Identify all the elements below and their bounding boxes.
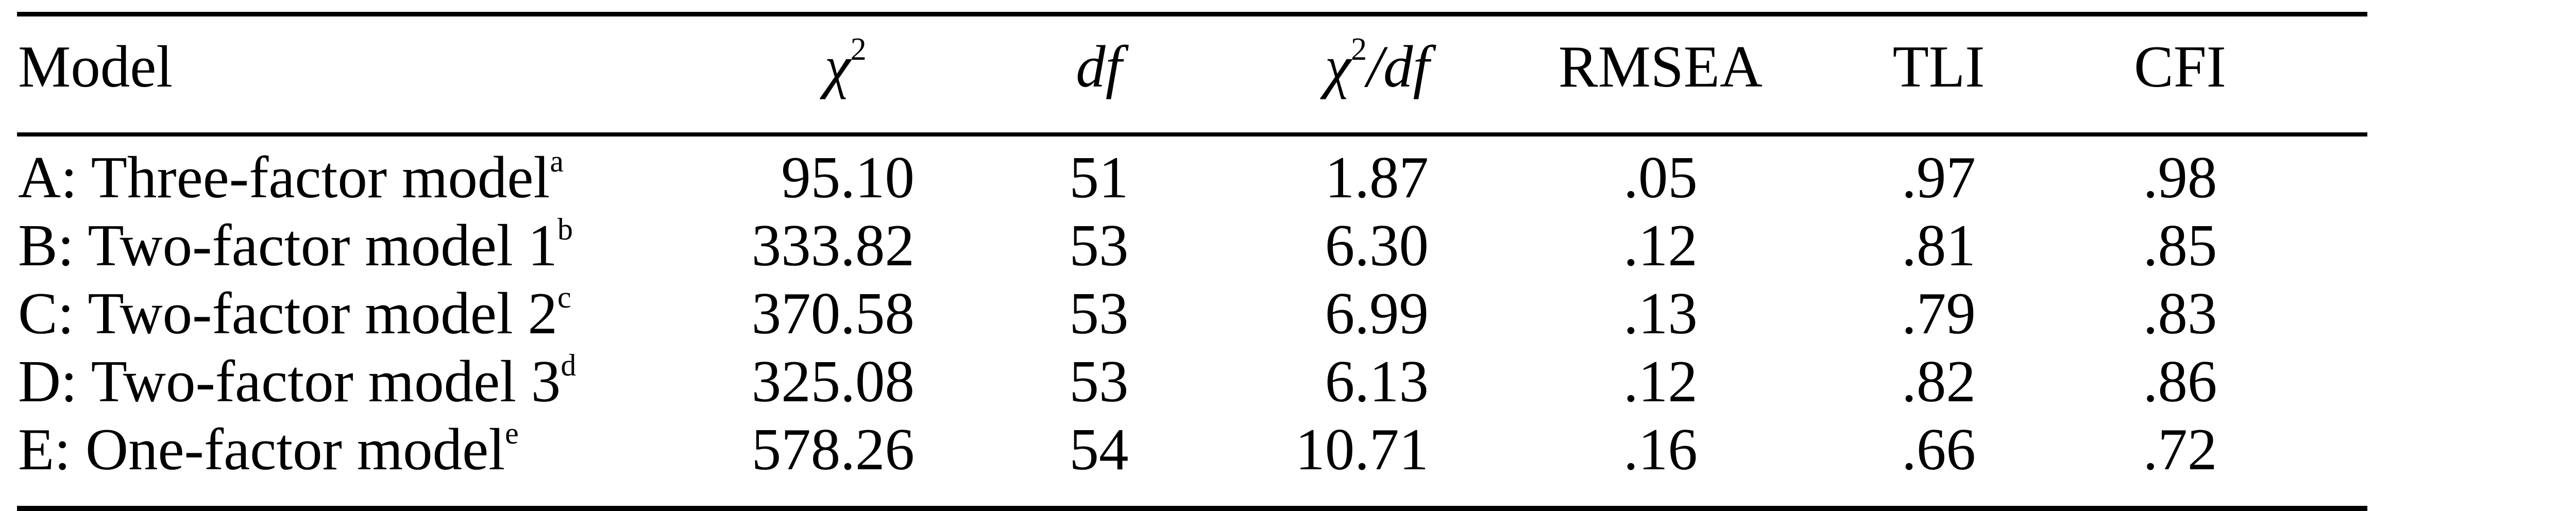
column-header-model: Model [17,14,666,137]
spacer-cell [2324,279,2367,347]
cfi-cell: .86 [2143,348,2217,414]
table-row-model-a: A: Three-factor modela 95.10 51 1.87 .05… [17,143,2367,211]
tli-cell: .66 [1902,416,1976,482]
chi-square-over-df-cell: 6.99 [1325,280,1429,346]
chi-square-over-df-cell: 10.71 [1295,416,1429,482]
header-df-label: df [1076,34,1122,99]
header-tli-label: TLI [1892,34,1985,99]
column-header-tli: TLI [1841,14,2037,137]
model-name-cell: E: One-factor modele [17,415,666,483]
chi-exponent: 2 [1351,32,1367,67]
tli-cell: .97 [1902,144,1976,210]
df-cell: 51 [1069,144,1129,210]
chi-square-cell: 325.08 [751,348,914,414]
tli-cell: .82 [1902,348,1976,414]
footnote-marker: a [550,144,564,178]
chi-square-cell: 578.26 [751,416,914,482]
header-over-df-label: /df [1367,34,1430,99]
spacer-cell [2324,347,2367,415]
cfi-cell: .85 [2143,212,2217,278]
spacer-cell [2324,211,2367,279]
model-fit-table: Model χ2 df χ2/df RMSEA TLI CFI A: Three… [17,12,2367,511]
table-row-model-d: D: Two-factor model 3d 325.08 53 6.13 .1… [17,347,2367,415]
rmsea-cell: .13 [1623,280,1698,346]
rmsea-cell: .12 [1623,348,1698,414]
footnote-marker: e [505,416,519,450]
chi-square-over-df-cell: 6.13 [1325,348,1429,414]
chi-square-cell: 95.10 [781,144,914,210]
model-name: A: Three-factor model [18,144,550,210]
cfi-cell: .72 [2143,416,2217,482]
column-header-rmsea: RMSEA [1480,14,1841,137]
model-name-cell: B: Two-factor model 1b [17,211,666,279]
table-row-model-e: E: One-factor modele 578.26 54 10.71 .16… [17,415,2367,483]
df-cell: 54 [1069,416,1129,482]
spacer-cell [2324,415,2367,483]
df-cell: 53 [1069,348,1129,414]
model-name: E: One-factor model [18,416,505,482]
model-name: C: Two-factor model 2 [18,280,557,346]
chi-exponent: 2 [850,32,867,67]
chi-symbol: χ [1325,34,1351,99]
rmsea-cell: .05 [1623,144,1698,210]
table-row-model-b: B: Two-factor model 1b 333.82 53 6.30 .1… [17,211,2367,279]
footnote-marker: d [561,348,577,382]
spacer-row [17,483,2367,509]
footnote-marker: c [557,280,571,314]
column-header-chi-square-over-df: χ2/df [1274,14,1480,137]
df-cell: 53 [1069,280,1129,346]
df-cell: 53 [1069,212,1129,278]
model-name: B: Two-factor model 1 [18,212,557,278]
spacer-cell [2324,143,2367,211]
rmsea-cell: .16 [1623,416,1698,482]
header-cfi-label: CFI [2134,34,2226,99]
tli-cell: .81 [1902,212,1976,278]
header-spacer [2324,14,2367,137]
column-header-chi-square: χ2 [666,14,924,137]
spacer-row [17,134,2367,143]
chi-square-cell: 333.82 [751,212,914,278]
column-header-cfi: CFI [2037,14,2324,137]
table-row-model-c: C: Two-factor model 2c 370.58 53 6.99 .1… [17,279,2367,347]
tli-cell: .79 [1902,280,1976,346]
header-model-label: Model [18,34,173,99]
header-row: Model χ2 df χ2/df RMSEA TLI CFI [17,14,2367,137]
rmsea-cell: .12 [1623,212,1698,278]
chi-square-over-df-cell: 1.87 [1325,144,1429,210]
chi-symbol: χ [824,34,851,99]
model-name: D: Two-factor model 3 [18,348,561,414]
cfi-cell: .98 [2143,144,2217,210]
header-rmsea-label: RMSEA [1558,34,1763,99]
footnote-marker: b [557,212,573,246]
model-name-cell: C: Two-factor model 2c [17,279,666,347]
cfi-cell: .83 [2143,280,2217,346]
chi-square-cell: 370.58 [751,280,914,346]
model-name-cell: D: Two-factor model 3d [17,347,666,415]
chi-square-over-df-cell: 6.30 [1325,212,1429,278]
column-header-df: df [924,14,1274,137]
model-name-cell: A: Three-factor modela [17,143,666,211]
